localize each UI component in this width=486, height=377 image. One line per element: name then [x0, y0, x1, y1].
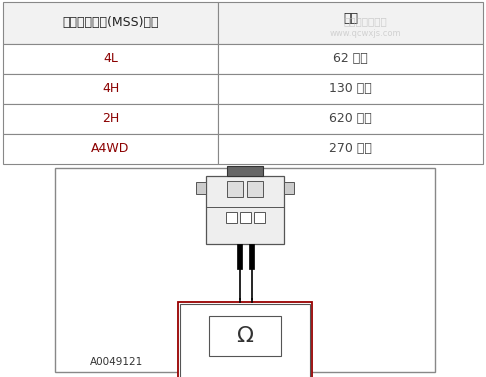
Text: 620 欧姆: 620 欧姆 [329, 112, 372, 126]
Text: 电阻: 电阻 [343, 12, 358, 25]
Bar [3, 134, 218, 164]
Bar [3, 74, 218, 104]
Bar [226, 211, 237, 222]
Bar [218, 74, 483, 104]
Bar [227, 166, 263, 176]
Text: 270 欧姆: 270 欧姆 [329, 143, 372, 155]
Bar [284, 182, 294, 194]
Bar [240, 211, 250, 222]
Bar [206, 176, 284, 244]
Bar [218, 104, 483, 134]
Bar [3, 2, 218, 44]
Text: 汽车维修技术网: 汽车维修技术网 [344, 16, 387, 26]
Text: 62 欧姆: 62 欧姆 [333, 52, 368, 66]
Text: 2H: 2H [102, 112, 119, 126]
Text: Ω: Ω [237, 326, 254, 346]
Text: 4H: 4H [102, 83, 119, 95]
Bar [3, 44, 218, 74]
Bar [209, 316, 281, 356]
Bar [247, 181, 263, 197]
Text: www.qcwxjs.com: www.qcwxjs.com [330, 29, 401, 37]
Text: 130 欧姆: 130 欧姆 [329, 83, 372, 95]
Bar [237, 244, 242, 269]
Bar [218, 134, 483, 164]
Text: A4WD: A4WD [91, 143, 130, 155]
Bar [180, 304, 310, 377]
Text: A0049121: A0049121 [90, 357, 143, 367]
Bar [249, 244, 254, 269]
Text: 4L: 4L [103, 52, 118, 66]
Text: 模式选择开关(MSS)位置: 模式选择开关(MSS)位置 [62, 17, 159, 29]
Bar [55, 168, 435, 372]
Bar [196, 182, 206, 194]
Bar [227, 181, 243, 197]
Bar [218, 2, 483, 44]
Bar [254, 211, 264, 222]
Bar [3, 104, 218, 134]
Bar [178, 302, 312, 377]
Bar [218, 44, 483, 74]
